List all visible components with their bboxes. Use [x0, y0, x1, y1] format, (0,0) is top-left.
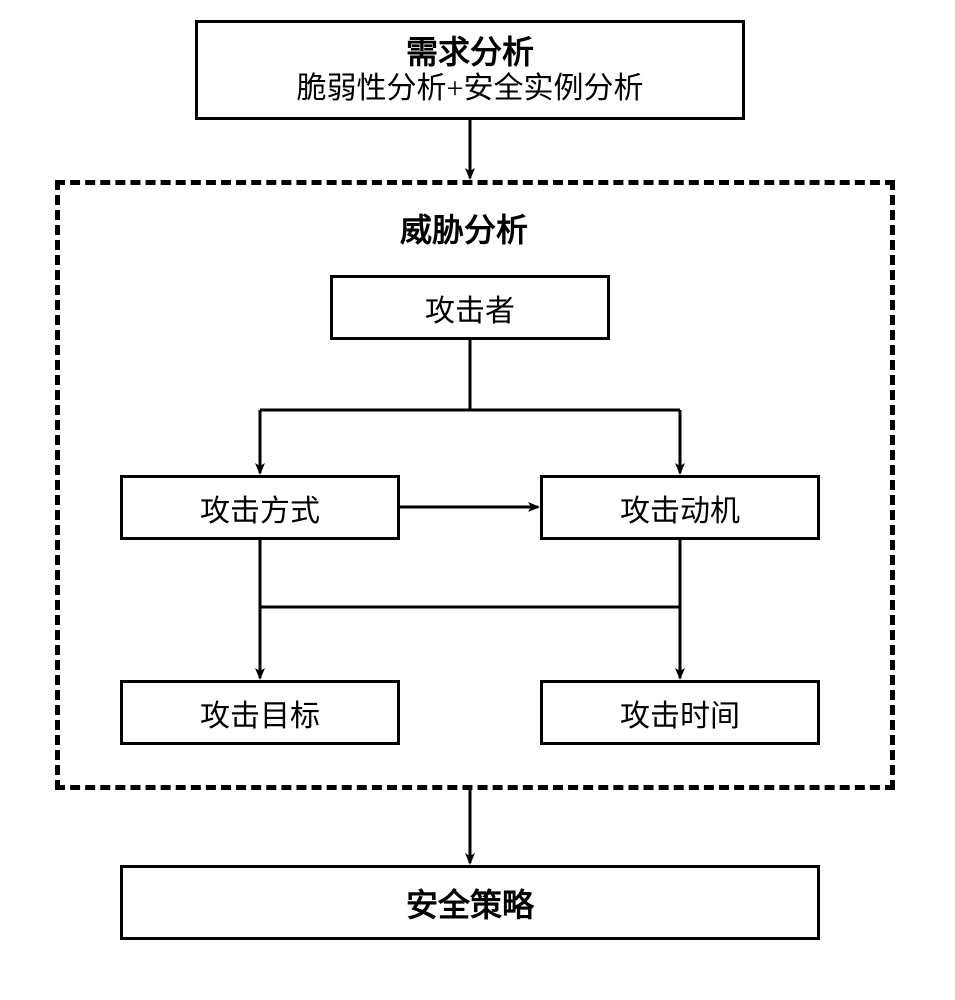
threat-container-title: 威胁分析 — [400, 205, 528, 251]
node-label: 安全策略 — [406, 880, 534, 926]
node-security-policy: 安全策略 — [120, 865, 820, 940]
node-requirements-analysis: 需求分析 脆弱性分析+安全实例分析 — [195, 20, 745, 120]
node-label: 攻击动机 — [620, 486, 740, 530]
node-attack-motive: 攻击动机 — [540, 475, 820, 540]
node-attacker: 攻击者 — [330, 275, 610, 340]
flowchart-canvas: 需求分析 脆弱性分析+安全实例分析 威胁分析 攻击者 攻击方式 攻击动机 攻击目… — [0, 0, 955, 1000]
node-title: 需求分析 — [406, 33, 534, 71]
node-attack-method: 攻击方式 — [120, 475, 400, 540]
node-label: 攻击方式 — [200, 486, 320, 530]
node-label: 攻击者 — [425, 286, 515, 330]
node-attack-target: 攻击目标 — [120, 680, 400, 745]
node-label: 攻击时间 — [620, 691, 740, 735]
node-subtitle: 脆弱性分析+安全实例分析 — [297, 71, 644, 107]
node-label: 攻击目标 — [200, 691, 320, 735]
node-attack-time: 攻击时间 — [540, 680, 820, 745]
